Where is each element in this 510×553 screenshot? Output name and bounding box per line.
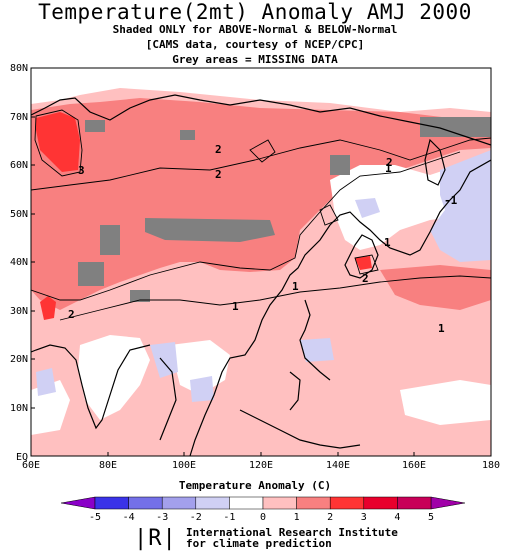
contour-label: 1 (384, 236, 391, 249)
lon-tick-marks (107, 452, 415, 456)
contour-label: 1 (292, 280, 299, 293)
colorbar-swatch (229, 496, 264, 510)
legend-title: Temperature Anomaly (C) (178, 479, 332, 492)
colorbar-swatch (161, 496, 197, 510)
anomaly-below-bengal (150, 342, 178, 378)
neutral-w-pacific (400, 380, 491, 425)
lat-tick-label: 80N (10, 63, 28, 74)
colorbar-swatch (94, 496, 129, 510)
missing-gobi (145, 218, 275, 242)
colorbar-tick-label: 3 (361, 512, 367, 523)
anomaly-core-iran (40, 296, 56, 320)
anomaly-region-2to3 (31, 98, 491, 310)
lon-tick-label: 160E (402, 460, 426, 471)
lat-tick-label: 10N (10, 403, 28, 414)
lat-tick-label: EQ (16, 452, 28, 463)
missing-tarim (100, 225, 120, 255)
anomaly-core-3plus (36, 112, 80, 172)
lon-tick-label: 140E (326, 460, 350, 471)
colorbar-tick-label: 5 (428, 512, 434, 523)
arctic-no-data (31, 68, 491, 112)
missing-tibet-east (130, 290, 150, 302)
colorbar-swatch (262, 496, 297, 510)
lat-tick-marks (31, 116, 35, 457)
subtitle-missing: Grey areas = MISSING DATA (172, 53, 338, 66)
missing-taymyr (180, 130, 195, 140)
lon-tick-label: 60E (22, 460, 40, 471)
lon-tick-label: 120E (249, 460, 273, 471)
neutral-india (78, 335, 150, 420)
neutral-indochina (170, 340, 230, 395)
colorbar-tick-label: -1 (223, 512, 235, 523)
colorbar-swatch (128, 496, 163, 510)
colorbar-swatch (296, 496, 331, 510)
lon-tick-label: 80E (99, 460, 117, 471)
lat-tick-label: 70N (10, 112, 28, 123)
anomaly-field (31, 68, 491, 456)
iri-line2: for climate prediction (186, 537, 332, 550)
anomaly-below-okhotsk (355, 198, 380, 218)
missing-chukotka (420, 117, 491, 137)
colorbar-swatch (363, 496, 398, 510)
colorbar-arrow-high (430, 496, 466, 510)
contour-label: 3 (78, 164, 85, 177)
contour-label: 2 (362, 272, 369, 285)
colorbar-tick-label: -5 (89, 512, 101, 523)
contour-label: 2 (68, 308, 75, 321)
colorbar-tick-label: -2 (190, 512, 202, 523)
map-title: Temperature(2mt) Anomaly AMJ 2000 (38, 0, 472, 24)
anomaly-band-1to2 (31, 276, 491, 456)
colorbar: -5 -4 -3 -2 -1 0 1 2 3 4 5 (60, 496, 466, 523)
missing-tibet-west (78, 262, 104, 286)
contour-label: 1 (232, 300, 239, 313)
anomaly-core-japan (355, 256, 372, 270)
lon-axis: 60E 80E 100E 120E 140E 160E 180 (22, 460, 500, 471)
subtitle-source: [CAMS data, courtesy of NCEP/CPC] (145, 38, 365, 51)
colorbar-tick-label: 4 (394, 512, 400, 523)
lat-tick-label: 60N (10, 160, 28, 171)
missing-yakutia (330, 155, 350, 175)
colorbar-tick-label: -3 (156, 512, 168, 523)
missing-yamal (85, 120, 105, 132)
colorbar-tick-label: -4 (123, 512, 135, 523)
lon-tick-label: 180 (482, 460, 500, 471)
lat-tick-label: 40N (10, 257, 28, 268)
iri-line1: International Research Institute (186, 526, 398, 539)
colorbar-tick-label: 1 (294, 512, 300, 523)
anomaly-below-philippine (300, 338, 334, 362)
colorbar-swatch (397, 496, 432, 510)
iri-name: International Research Institute for cli… (186, 527, 398, 549)
contour-label: 2 (386, 156, 393, 169)
lat-axis: EQ 10N 20N 30N 40N 50N 60N 70N 80N (10, 63, 28, 463)
contour-label: 2 (215, 168, 222, 181)
contour-label: 1 (385, 162, 392, 175)
colorbar-arrow-low (60, 496, 96, 510)
contour-label-group: 3 2 2 2 2 1 1 1 2 -1 1 1 (68, 143, 458, 335)
anomaly-below-ne-pacific (430, 150, 491, 262)
anomaly-below-arabian (36, 368, 56, 396)
contour-label: 1 (438, 322, 445, 335)
contour-lines (31, 109, 491, 321)
lat-tick-label: 20N (10, 354, 28, 365)
colorbar-tick-label: 2 (327, 512, 333, 523)
contour-label: -1 (444, 194, 458, 207)
colorbar-tick-label: 0 (260, 512, 266, 523)
iri-logo: |R| (134, 526, 177, 551)
lon-tick-label: 100E (172, 460, 196, 471)
lat-tick-label: 50N (10, 209, 28, 220)
anomaly-below-andaman (190, 376, 214, 402)
lat-tick-label: 30N (10, 306, 28, 317)
contour-label: 2 (215, 143, 222, 156)
coastlines (31, 94, 491, 456)
subtitle-shading: Shaded ONLY for ABOVE-Normal & BELOW-Nor… (112, 23, 398, 36)
colorbar-swatch (329, 496, 365, 510)
colorbar-swatch (195, 496, 230, 510)
